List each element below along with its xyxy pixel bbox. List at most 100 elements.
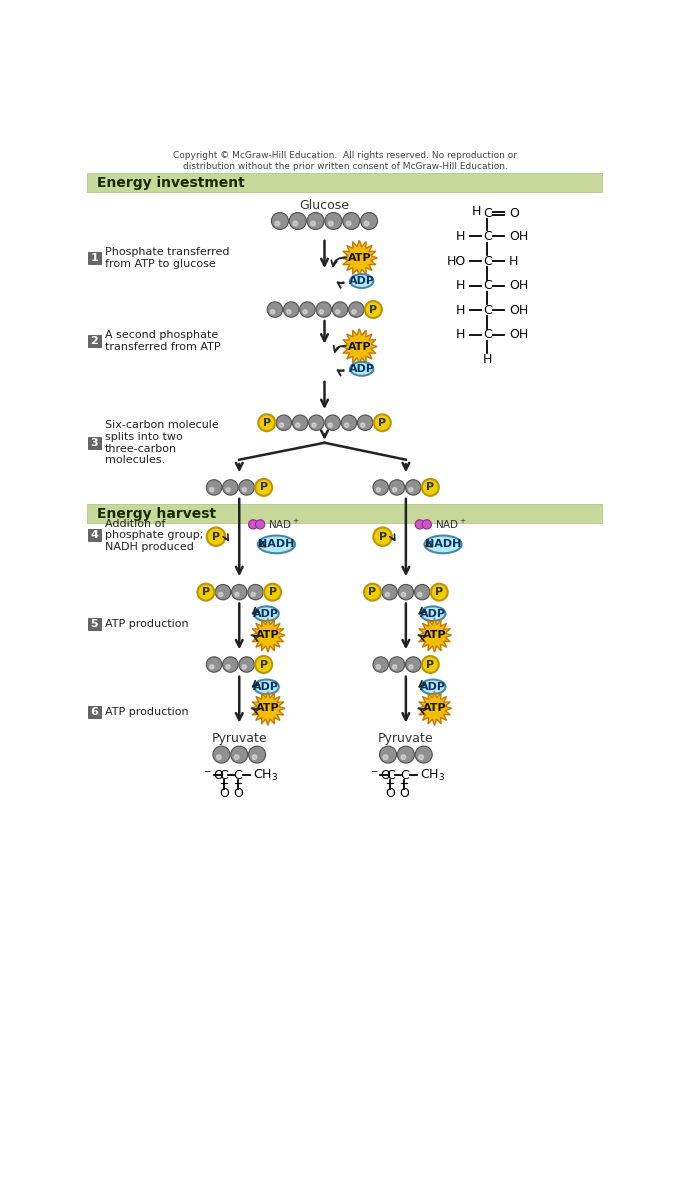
Circle shape: [406, 480, 421, 496]
Text: C: C: [483, 329, 491, 342]
Circle shape: [422, 479, 439, 496]
Circle shape: [401, 755, 406, 760]
Text: C: C: [386, 769, 395, 782]
Text: C: C: [483, 230, 491, 242]
Circle shape: [418, 593, 422, 596]
Circle shape: [376, 665, 381, 668]
Circle shape: [309, 415, 324, 431]
Bar: [88, 173, 602, 192]
Circle shape: [207, 528, 225, 546]
Circle shape: [258, 414, 275, 431]
Circle shape: [385, 593, 390, 596]
Text: ATP production: ATP production: [105, 707, 189, 718]
Circle shape: [210, 665, 214, 668]
Text: NADH: NADH: [425, 539, 461, 550]
Text: CH$_3$: CH$_3$: [253, 768, 278, 782]
Circle shape: [242, 665, 247, 668]
Circle shape: [279, 422, 284, 427]
Circle shape: [286, 310, 291, 314]
Text: P: P: [263, 418, 271, 427]
Circle shape: [222, 656, 238, 672]
Circle shape: [255, 479, 272, 496]
Circle shape: [406, 656, 421, 672]
Polygon shape: [251, 691, 285, 725]
Circle shape: [382, 584, 398, 600]
Circle shape: [293, 221, 298, 226]
Circle shape: [357, 415, 373, 431]
Circle shape: [398, 584, 414, 600]
Circle shape: [300, 302, 315, 317]
Circle shape: [252, 755, 257, 760]
Text: ATP: ATP: [423, 703, 446, 714]
Text: A second phosphate
transferred from ATP: A second phosphate transferred from ATP: [105, 330, 221, 352]
Text: P: P: [426, 482, 434, 492]
Circle shape: [325, 415, 340, 431]
Circle shape: [341, 415, 357, 431]
Circle shape: [325, 212, 342, 229]
Circle shape: [213, 746, 230, 763]
Text: P: P: [426, 660, 434, 670]
Circle shape: [328, 221, 333, 226]
Text: Copyright © McGraw-Hill Education.  All rights reserved. No reproduction or
dist: Copyright © McGraw-Hill Education. All r…: [173, 151, 518, 170]
Circle shape: [364, 221, 369, 226]
Circle shape: [206, 656, 222, 672]
Polygon shape: [342, 240, 377, 276]
Text: 4: 4: [90, 530, 98, 540]
Polygon shape: [342, 329, 377, 365]
Text: 3: 3: [90, 438, 98, 448]
Circle shape: [231, 746, 248, 763]
Bar: [88, 504, 602, 523]
Bar: [88, 529, 100, 541]
Text: NAD$^+$: NAD$^+$: [268, 518, 300, 530]
Ellipse shape: [421, 679, 446, 694]
Text: H: H: [472, 205, 481, 218]
Circle shape: [352, 310, 356, 314]
Circle shape: [210, 487, 214, 492]
Text: 1: 1: [90, 253, 98, 263]
Circle shape: [226, 665, 231, 668]
Text: P: P: [212, 532, 220, 541]
Circle shape: [316, 302, 332, 317]
Text: ATP: ATP: [423, 630, 446, 641]
Text: P: P: [435, 587, 443, 598]
Ellipse shape: [350, 274, 373, 288]
Text: OH: OH: [509, 280, 528, 292]
Circle shape: [270, 310, 275, 314]
Circle shape: [312, 422, 316, 427]
Circle shape: [296, 422, 300, 427]
Bar: [88, 335, 100, 347]
Text: H: H: [483, 353, 492, 366]
Circle shape: [431, 583, 448, 601]
Circle shape: [218, 593, 223, 596]
Text: NAD$^+$: NAD$^+$: [435, 518, 466, 530]
Circle shape: [255, 520, 265, 529]
Circle shape: [408, 665, 413, 668]
Circle shape: [422, 520, 431, 529]
Text: O: O: [509, 206, 519, 220]
Circle shape: [307, 212, 324, 229]
Circle shape: [389, 656, 404, 672]
Text: ATP: ATP: [256, 630, 280, 641]
Circle shape: [398, 746, 415, 763]
Text: H: H: [456, 280, 466, 292]
Text: 6: 6: [90, 707, 98, 718]
Text: ADP: ADP: [253, 608, 280, 619]
Text: ADP: ADP: [348, 364, 375, 374]
Text: H: H: [456, 230, 466, 242]
Polygon shape: [417, 691, 452, 725]
Circle shape: [392, 665, 397, 668]
Circle shape: [419, 755, 423, 760]
Text: OH: OH: [509, 304, 528, 317]
Circle shape: [392, 487, 397, 492]
Circle shape: [272, 212, 288, 229]
Bar: [88, 618, 100, 630]
Ellipse shape: [254, 606, 279, 622]
Circle shape: [239, 656, 254, 672]
Circle shape: [216, 755, 221, 760]
Text: P: P: [378, 418, 386, 427]
Polygon shape: [417, 618, 452, 653]
Circle shape: [293, 415, 308, 431]
Text: Glucose: Glucose: [299, 199, 350, 212]
Circle shape: [289, 212, 306, 229]
Text: Six-carbon molecule
splits into two
three-carbon
molecules.: Six-carbon molecule splits into two thre…: [105, 420, 219, 466]
